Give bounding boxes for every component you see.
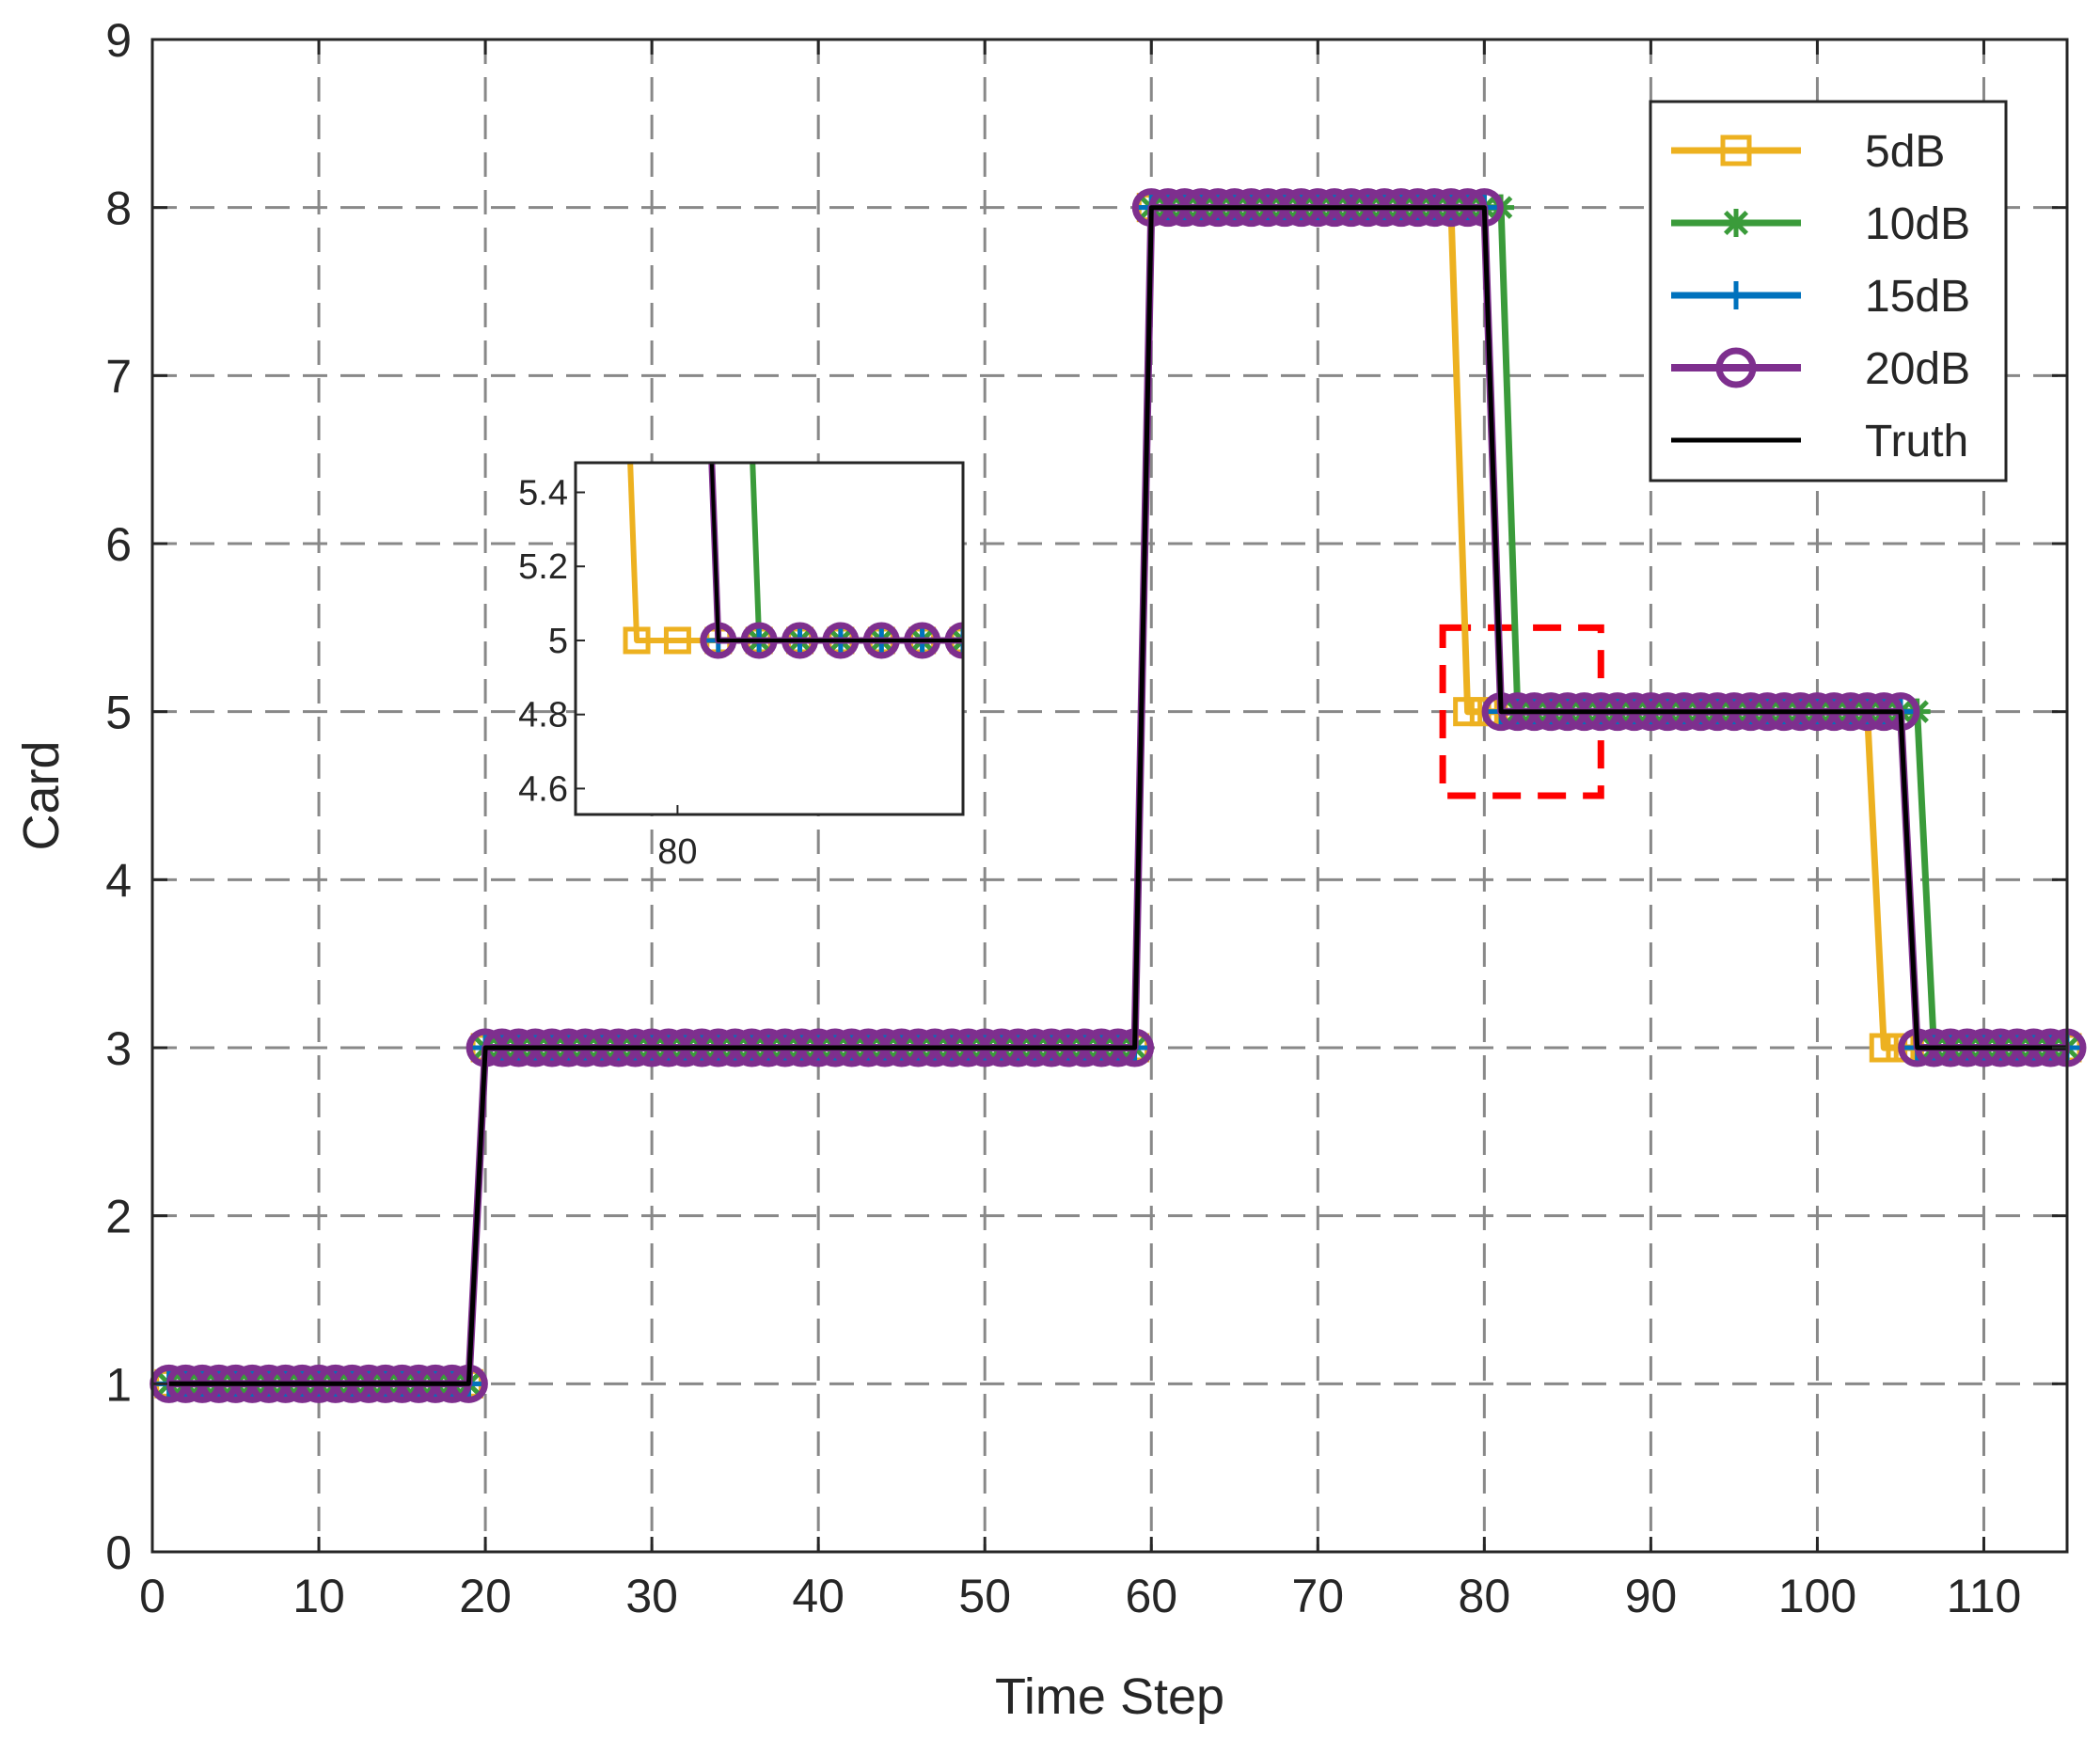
data-point-5db	[1074, 629, 1097, 652]
series-line-truth	[168, 205, 2067, 1386]
x-tick-label: 40	[792, 1570, 845, 1622]
inset-series-group-truth	[709, 463, 963, 642]
x-tick-label: 30	[625, 1570, 678, 1622]
y-tick-label: 6	[105, 518, 132, 571]
x-tick-label: 60	[1125, 1570, 1177, 1622]
y-tick-label: 3	[105, 1022, 132, 1075]
data-point-20db	[1030, 625, 1060, 656]
inset-plot: 4.6 4.8 5 5.2 5.4 80	[518, 461, 1100, 872]
x-tick-label: 110	[1947, 1570, 2022, 1622]
y-axis-label: Card	[13, 740, 70, 850]
y-tick-label: 0	[105, 1526, 132, 1579]
legend-label: 15dB	[1865, 272, 1970, 322]
x-tick-label: 50	[958, 1570, 1011, 1622]
x-tick-label: 0	[139, 1570, 166, 1622]
inset-y-tick-label: 4.8	[518, 696, 568, 735]
data-point-15db	[1073, 628, 1097, 653]
data-point-5db	[663, 626, 691, 655]
y-tick-label: 4	[105, 854, 132, 907]
legend-box	[1649, 100, 2008, 482]
x-tick-label: 90	[1625, 1570, 1678, 1622]
inset-y-tick-label: 4.6	[518, 769, 568, 809]
legend-entry-truth: Truth	[1671, 417, 1968, 466]
legend-entry-10db: 10dB	[1671, 199, 1970, 249]
y-tick-label: 2	[105, 1191, 132, 1243]
data-point-15db	[1033, 628, 1057, 653]
data-point-5db	[1453, 697, 1483, 727]
legend-entry-20db: 20dB	[1671, 344, 1970, 394]
y-tick-label: 5	[105, 687, 132, 739]
legend-label: 20dB	[1865, 344, 1970, 394]
legend-label: 10dB	[1865, 199, 1970, 249]
inset-y-tick-label: 5.2	[518, 547, 568, 587]
data-point-5db	[1869, 1033, 1899, 1063]
legend-label: 5dB	[1865, 127, 1945, 177]
y-tick-label: 1	[105, 1358, 132, 1411]
legend-entry-15db: 15dB	[1671, 272, 1970, 322]
data-point-10db	[991, 628, 1016, 653]
y-tick-label: 7	[105, 350, 132, 403]
data-point-10db	[1073, 628, 1097, 653]
data-point-10db	[1722, 209, 1750, 237]
y-tick-label: 9	[105, 14, 132, 67]
inset-frame	[574, 461, 965, 816]
inset-y-tick-label: 5	[548, 622, 568, 661]
data-point-10db	[1033, 628, 1057, 653]
series-group-truth	[168, 205, 2067, 1386]
data-point-5db	[1720, 134, 1752, 166]
axes-frame	[150, 38, 2069, 1554]
data-point-20db	[1070, 625, 1100, 656]
data-point-20db	[1715, 347, 1757, 388]
data-point-15db	[1722, 281, 1750, 309]
inset-y-tick-label: 5.4	[518, 473, 568, 513]
x-tick-label: 70	[1291, 1570, 1344, 1622]
data-point-20db	[988, 625, 1018, 656]
x-tick-label: 100	[1778, 1570, 1856, 1622]
legend-entry-5db: 5dB	[1671, 127, 1945, 177]
data-point-5db	[623, 626, 651, 655]
data-point-15db	[991, 628, 1016, 653]
x-tick-label: 80	[1459, 1570, 1511, 1622]
inset-plot-area	[623, 463, 1100, 659]
x-axis-label: Time Step	[995, 1668, 1224, 1725]
main-plot-area	[150, 188, 2087, 1403]
main-grid	[152, 40, 2067, 1552]
inset-series-line-truth	[709, 463, 963, 642]
x-tick-label: 20	[459, 1570, 512, 1622]
data-point-5db	[992, 629, 1015, 652]
legend: 5dB 10dB 15dB 20dB Truth	[1649, 100, 2008, 482]
main-axes: 0 10 20 30 40 50 60 70 80 90 100 110 0 1 2 3 4 5 6 7 8 9 Time …	[13, 14, 2069, 1725]
x-tick-label: 10	[292, 1570, 345, 1622]
data-point-5db	[1034, 629, 1056, 652]
inset-x-tick-label: 80	[657, 832, 697, 872]
y-tick-label: 8	[105, 182, 132, 235]
legend-label: Truth	[1865, 417, 1968, 466]
